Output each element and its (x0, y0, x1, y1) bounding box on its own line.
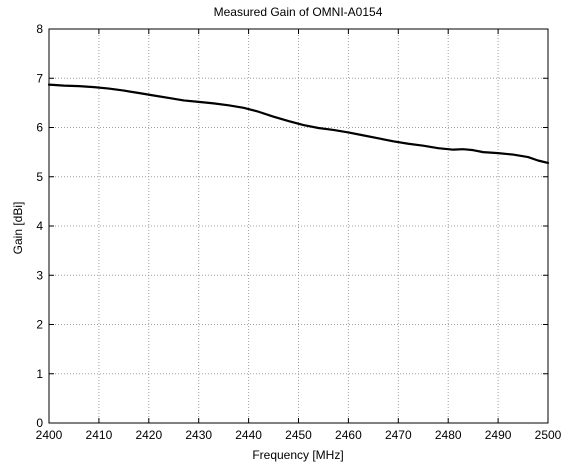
x-axis-label: Frequency [MHz] (252, 448, 343, 462)
x-tick-label: 2430 (185, 428, 212, 442)
y-tick-label: 4 (36, 219, 43, 233)
y-tick-label: 7 (36, 71, 43, 85)
plot-area-frame (48, 28, 549, 424)
y-tick-label: 6 (36, 121, 43, 135)
gain-series-line (47, 83, 550, 165)
x-tick-label: 2470 (385, 428, 412, 442)
y-tick-labels: 0 1 2 3 4 5 6 7 8 (36, 22, 43, 430)
y-tick-label: 2 (36, 318, 43, 332)
y-tick-label: 5 (36, 170, 43, 184)
x-tick-label: 2400 (36, 428, 63, 442)
y-tick-label: 0 (36, 416, 43, 430)
x-tick-labels: 2400 2410 2420 2430 2440 2450 2460 2470 2480 2490… (36, 428, 562, 442)
x-tick-label: 2500 (535, 428, 562, 442)
y-axis-label: Gain [dBi] (11, 202, 25, 255)
x-tick-label: 2480 (435, 428, 462, 442)
grid (49, 29, 548, 423)
x-tick-label: 2440 (235, 428, 262, 442)
y-tick-label: 1 (36, 367, 43, 381)
chart-title: Measured Gain of OMNI-A0154 (214, 5, 383, 19)
x-tick-label: 2410 (86, 428, 113, 442)
y-tick-label: 8 (36, 22, 43, 36)
x-tick-label: 2450 (285, 428, 312, 442)
y-tick-label: 3 (36, 268, 43, 282)
x-tick-label: 2460 (335, 428, 362, 442)
x-tick-label: 2490 (485, 428, 512, 442)
x-tick-label: 2420 (135, 428, 162, 442)
